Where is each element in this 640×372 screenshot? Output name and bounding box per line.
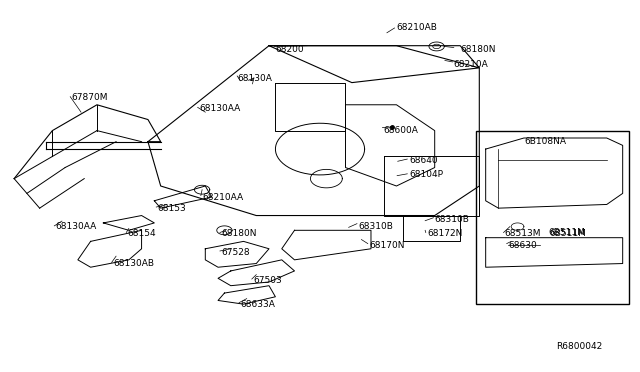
Text: 6B511M: 6B511M	[549, 230, 586, 238]
Text: 68153: 68153	[157, 203, 186, 213]
Text: 68180N: 68180N	[460, 45, 496, 54]
Text: 68640: 68640	[409, 155, 438, 165]
Text: 68210AA: 68210AA	[202, 193, 243, 202]
Text: 68310B: 68310B	[358, 222, 393, 231]
Text: 68310B: 68310B	[435, 215, 470, 224]
Text: R6800042: R6800042	[556, 342, 602, 351]
Text: 68130AB: 68130AB	[113, 259, 154, 268]
Text: 68210AB: 68210AB	[396, 23, 437, 32]
Bar	[476, 131, 629, 304]
Text: 68154: 68154	[127, 230, 156, 238]
Text: 6B511M: 6B511M	[548, 228, 585, 237]
Text: 67503: 67503	[253, 276, 282, 285]
Text: 68600A: 68600A	[384, 126, 419, 135]
Text: 68180N: 68180N	[221, 230, 257, 238]
Text: 68170N: 68170N	[369, 241, 404, 250]
Text: 67870M: 67870M	[72, 93, 108, 102]
Text: 68210A: 68210A	[454, 60, 488, 69]
Text: 6B108NA: 6B108NA	[524, 137, 566, 146]
Text: 68630: 68630	[508, 241, 537, 250]
Text: 67528: 67528	[221, 248, 250, 257]
Text: 68513M: 68513M	[505, 230, 541, 238]
Text: 68130AA: 68130AA	[199, 104, 240, 113]
Text: 68104P: 68104P	[409, 170, 444, 179]
Text: 68633A: 68633A	[241, 300, 275, 309]
Text: 68172N: 68172N	[427, 230, 463, 238]
Text: 68130A: 68130A	[237, 74, 272, 83]
Text: 68200: 68200	[275, 45, 304, 54]
Text: 68130AA: 68130AA	[56, 222, 97, 231]
